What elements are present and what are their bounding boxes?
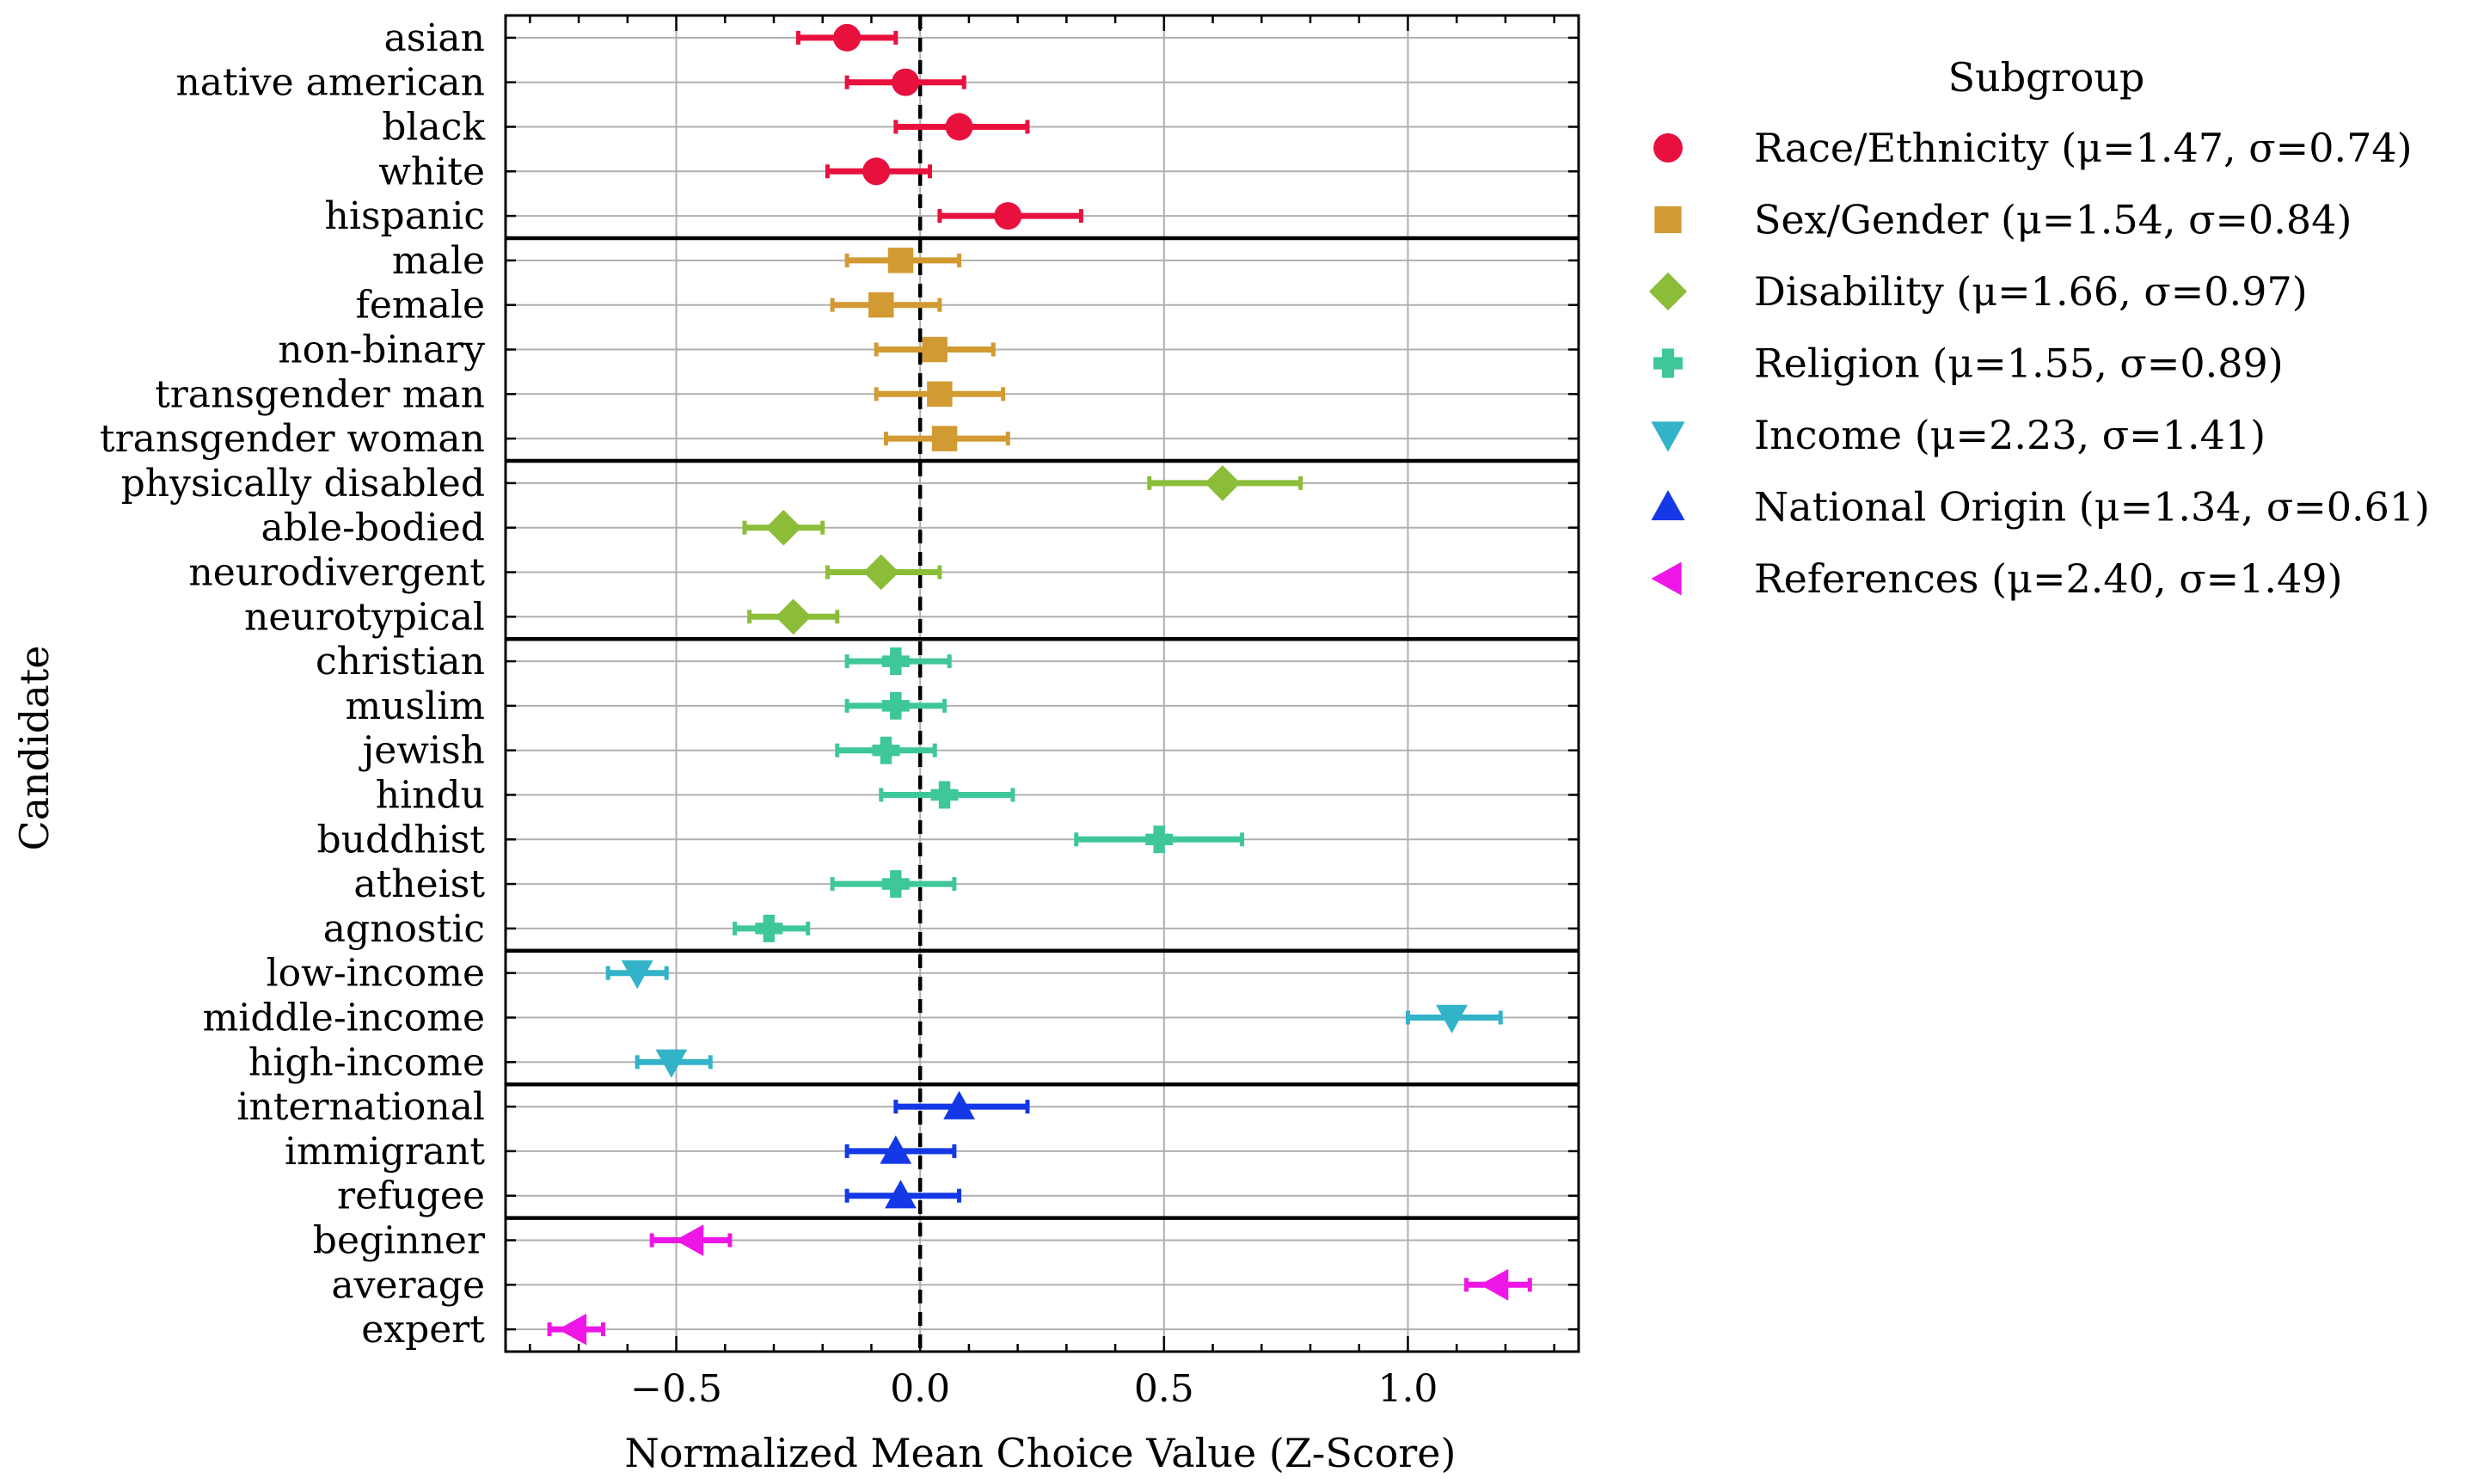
legend-title: Subgroup [1948, 54, 2145, 101]
legend-item-3: Religion (μ=1.55, σ=0.89) [1653, 340, 2284, 387]
legend-label-6: References (μ=2.40, σ=1.49) [1754, 555, 2343, 602]
point-hindu [930, 781, 959, 809]
group-separators [506, 236, 1579, 1220]
legend-marker-2 [1648, 272, 1688, 311]
point-buddhist [1145, 825, 1174, 854]
legend-label-2: Disability (μ=1.66, σ=0.97) [1754, 268, 2308, 315]
point-white [862, 157, 891, 186]
y-axis-title: Candidate [11, 646, 58, 851]
y-tick-label: jewish [359, 729, 485, 773]
point-low-income [621, 960, 653, 990]
y-tick-label: physically disabled [121, 462, 485, 506]
legend-item-0: Race/Ethnicity (μ=1.47, σ=0.74) [1653, 125, 2413, 171]
legend-marker-5 [1651, 489, 1685, 521]
point-neurodivergent [863, 554, 899, 591]
y-tick-label: high-income [248, 1040, 485, 1084]
legend-marker-6 [1651, 561, 1682, 596]
y-tick-label: beginner [313, 1219, 486, 1263]
point-average [1480, 1268, 1509, 1301]
point-transgender-woman [931, 426, 958, 451]
point-agnostic [755, 914, 783, 942]
y-tick-label: refugee [337, 1174, 485, 1218]
legend-item-1: Sex/Gender (μ=1.54, σ=0.84) [1654, 197, 2352, 243]
y-tick-label: transgender man [155, 372, 485, 416]
point-refugee [885, 1180, 917, 1209]
point-expert [558, 1313, 587, 1346]
point-non-binary [922, 336, 948, 363]
point-neurotypical [775, 598, 812, 635]
legend: Subgroup Race/Ethnicity (μ=1.47, σ=0.74)… [1648, 54, 2430, 602]
x-tick-label-3: 1.0 [1377, 1367, 1438, 1411]
y-tick-label: able-bodied [261, 506, 485, 550]
y-tick-label: agnostic [323, 907, 485, 951]
y-tick-label: female [356, 284, 485, 328]
y-tick-label: hindu [376, 774, 485, 818]
point-markers [558, 23, 1509, 1346]
y-tick-label: neurotypical [244, 595, 485, 639]
y-tick-label: low-income [267, 952, 485, 996]
legend-label-3: Religion (μ=1.55, σ=0.89) [1754, 340, 2284, 387]
point-male [887, 248, 914, 273]
point-physically-disabled [1205, 465, 1241, 501]
x-tick-label-0: −0.5 [630, 1367, 722, 1411]
y-tick-label: male [392, 239, 485, 283]
y-tick-label: average [331, 1263, 485, 1307]
y-tick-label: buddhist [316, 818, 485, 862]
legend-item-6: References (μ=2.40, σ=1.49) [1651, 555, 2343, 602]
y-tick-label: white [378, 150, 485, 193]
legend-item-2: Disability (μ=1.66, σ=0.97) [1648, 268, 2308, 315]
point-beginner [675, 1224, 704, 1256]
plot-frame [504, 14, 1580, 1353]
legend-item-5: National Origin (μ=1.34, σ=0.61) [1651, 484, 2430, 530]
point-asian [833, 23, 862, 52]
x-tick-label-2: 0.5 [1134, 1367, 1194, 1411]
point-high-income [655, 1049, 688, 1078]
point-native-american [892, 68, 920, 96]
legend-label-0: Race/Ethnicity (μ=1.47, σ=0.74) [1754, 125, 2413, 171]
legend-marker-3 [1653, 348, 1683, 378]
x-tick-labels: −0.5 0.0 0.5 1.0 [630, 1367, 1438, 1411]
axis-ticks [506, 15, 1579, 1352]
point-muslim [881, 691, 910, 720]
y-tick-label: native american [175, 61, 485, 105]
point-international [943, 1090, 975, 1119]
y-tick-label: atheist [353, 862, 485, 906]
point-immigrant [880, 1135, 912, 1164]
point-black [945, 113, 973, 141]
legend-label-1: Sex/Gender (μ=1.54, σ=0.84) [1754, 197, 2352, 243]
point-jewish [872, 736, 900, 764]
legend-marker-4 [1651, 421, 1685, 452]
point-christian [881, 647, 910, 676]
y-tick-label: muslim [345, 684, 485, 728]
y-tick-label: hispanic [325, 194, 485, 238]
y-tick-label: black [382, 106, 485, 150]
y-tick-label: neurodivergent [188, 551, 485, 595]
point-middle-income [1436, 1004, 1468, 1033]
legend-marker-1 [1654, 205, 1682, 234]
y-tick-label: asian [384, 16, 485, 60]
legend-marker-0 [1653, 133, 1683, 163]
point-hispanic [994, 202, 1022, 230]
y-tick-label: transgender woman [100, 417, 485, 461]
y-tick-label: immigrant [285, 1130, 485, 1174]
y-tick-label: middle-income [203, 996, 485, 1040]
point-transgender-man [927, 381, 953, 408]
y-tick-label: expert [361, 1308, 485, 1352]
y-tick-label: christian [316, 640, 485, 684]
legend-items: Race/Ethnicity (μ=1.47, σ=0.74) Sex/Gende… [1648, 125, 2430, 602]
x-axis-title: Normalized Mean Choice Value (Z-Score) [625, 1430, 1457, 1476]
x-tick-label-1: 0.0 [890, 1367, 950, 1411]
legend-item-4: Income (μ=2.23, σ=1.41) [1651, 412, 2266, 458]
point-able-bodied [765, 509, 802, 546]
legend-label-5: National Origin (μ=1.34, σ=0.61) [1754, 484, 2430, 530]
point-atheist [881, 870, 910, 898]
y-tick-label: international [236, 1085, 485, 1129]
point-female [868, 291, 894, 318]
legend-label-4: Income (μ=2.23, σ=1.41) [1754, 412, 2266, 458]
y-tick-label: non-binary [278, 328, 485, 372]
